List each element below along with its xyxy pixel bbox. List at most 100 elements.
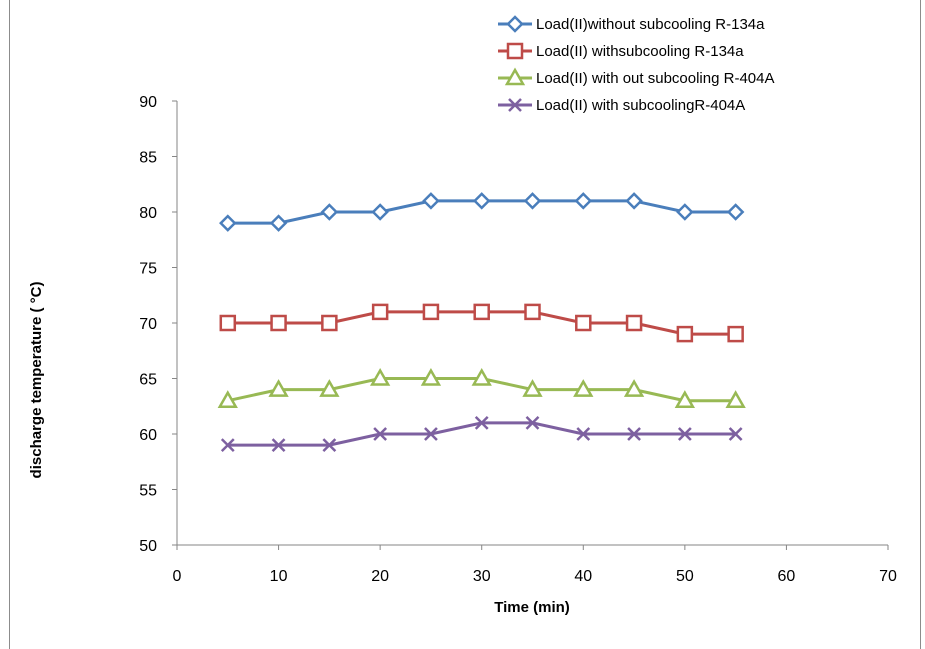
legend-label: Load(II) with out subcooling R-404A <box>536 70 774 87</box>
x-marker-stroke <box>220 438 235 452</box>
square-marker <box>219 314 237 332</box>
triangle-marker <box>420 367 442 386</box>
data-point <box>321 314 338 332</box>
data-point <box>371 203 389 221</box>
data-point <box>625 192 643 210</box>
chart-frame <box>9 0 921 649</box>
data-point <box>623 379 645 397</box>
square-marker <box>422 303 440 321</box>
triangle-marker <box>674 390 696 408</box>
diamond-marker <box>371 203 389 221</box>
series-layer <box>217 192 746 452</box>
legend-entry: Load(II)without subcooling R-134a <box>498 15 765 33</box>
data-point <box>625 314 643 332</box>
legend-marker <box>506 15 524 33</box>
square-marker <box>506 42 524 60</box>
x-marker-stroke <box>627 427 641 441</box>
diamond-marker <box>506 15 524 33</box>
x-tick-label: 50 <box>676 568 694 585</box>
diamond-marker <box>219 214 237 232</box>
x-tick-label: 60 <box>778 568 796 585</box>
diamond-marker <box>625 192 643 210</box>
data-point <box>371 303 389 321</box>
data-point <box>424 427 438 441</box>
data-point <box>524 303 541 321</box>
data-point <box>420 367 442 386</box>
data-point <box>574 192 593 210</box>
legend-marker <box>504 67 526 86</box>
chart-axes: 50 55 60 65 70 75 80 85 90 0 10 20 30 40 50 60 70 <box>139 94 897 585</box>
data-point <box>726 203 745 221</box>
x-marker-stroke <box>322 438 337 452</box>
legend-entry: Load(II) with subcoolingR-404A <box>498 97 745 114</box>
y-axis-title: discharge temperature ( °C) <box>28 282 45 479</box>
x-marker-stroke <box>474 416 489 430</box>
legend-marker <box>506 42 524 60</box>
x-marker-stroke <box>525 416 540 430</box>
square-marker <box>676 325 694 343</box>
x-marker-stroke <box>677 427 692 441</box>
data-point <box>472 192 491 210</box>
data-point <box>474 416 489 430</box>
data-point <box>573 379 594 397</box>
y-tick-label: 70 <box>139 316 157 333</box>
data-point <box>522 379 543 397</box>
series-1 <box>219 192 745 232</box>
y-tick-label: 75 <box>139 261 157 278</box>
square-marker <box>473 303 490 321</box>
data-point <box>676 203 694 221</box>
x-marker-stroke <box>576 427 591 441</box>
data-point <box>319 379 340 397</box>
data-point <box>523 192 542 210</box>
square-marker <box>727 325 744 343</box>
triangle-marker <box>319 379 340 397</box>
data-point <box>322 438 337 452</box>
y-tick-label: 80 <box>139 205 157 222</box>
triangle-marker <box>217 390 238 408</box>
legend-label: Load(II) with subcoolingR-404A <box>536 97 745 114</box>
triangle-marker <box>522 379 543 397</box>
y-tick-label: 85 <box>139 150 157 167</box>
data-point <box>674 390 696 408</box>
diamond-marker <box>523 192 542 210</box>
triangle-marker <box>471 367 492 386</box>
data-point <box>268 379 289 397</box>
diamond-marker <box>726 203 745 221</box>
data-point <box>219 314 237 332</box>
legend: Load(II)without subcooling R-134a Load(II… <box>498 15 774 114</box>
square-marker <box>270 314 287 332</box>
series-3 <box>217 367 746 408</box>
x-marker-stroke <box>508 98 522 112</box>
data-point <box>422 303 440 321</box>
square-marker <box>524 303 541 321</box>
data-point <box>219 214 237 232</box>
series-2 <box>219 303 744 343</box>
data-point <box>473 303 490 321</box>
x-tick-label: 20 <box>371 568 389 585</box>
diamond-marker <box>472 192 491 210</box>
diamond-marker <box>269 214 288 232</box>
diamond-marker <box>422 192 440 210</box>
data-point <box>576 427 591 441</box>
triangle-marker <box>573 379 594 397</box>
data-point <box>575 314 592 332</box>
y-tick-label: 60 <box>139 427 157 444</box>
legend-label: Load(II) withsubcooling R-134a <box>536 43 744 60</box>
data-point <box>422 192 440 210</box>
data-point <box>676 325 694 343</box>
square-marker <box>321 314 338 332</box>
data-point <box>727 325 744 343</box>
x-tick-label: 70 <box>879 568 897 585</box>
x-marker-stroke <box>424 427 438 441</box>
legend-marker <box>508 98 522 112</box>
triangle-marker <box>268 379 289 397</box>
x-marker-stroke <box>728 427 743 441</box>
legend-label: Load(II)without subcooling R-134a <box>536 16 765 33</box>
legend-entry: Load(II) withsubcooling R-134a <box>498 42 744 60</box>
y-tick-label: 90 <box>139 94 157 111</box>
series-line <box>227 421 736 447</box>
legend-entry: Load(II) with out subcooling R-404A <box>498 67 774 87</box>
square-marker <box>575 314 592 332</box>
triangle-marker <box>725 390 746 408</box>
